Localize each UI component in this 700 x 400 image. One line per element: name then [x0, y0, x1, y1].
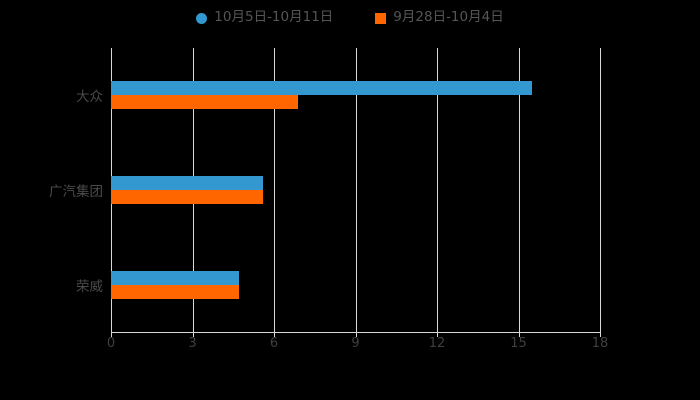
bar-0-0[interactable]: [111, 81, 533, 96]
legend-item-series-2[interactable]: 9月28日-10月4日: [375, 9, 504, 26]
gridline-x-12: [437, 48, 438, 332]
x-tick-label-3: 3: [188, 336, 197, 351]
bar-1-0[interactable]: [111, 176, 264, 190]
x-tick-6: [274, 332, 275, 337]
legend-label-series-1: 10月5日-10月11日: [214, 9, 334, 26]
x-tick-12: [437, 332, 438, 337]
legend-label-series-2: 9月28日-10月4日: [393, 9, 504, 26]
category-label-0: 大众: [76, 89, 103, 106]
legend-marker-circle-icon: [196, 12, 208, 24]
gridline-x-18: [600, 48, 601, 332]
category-label-1: 广汽集团: [49, 184, 103, 200]
category-label-2: 荣威: [76, 278, 103, 295]
bar-2-1[interactable]: [111, 284, 239, 299]
x-tick-3: [192, 332, 194, 337]
plot-area: [111, 48, 601, 332]
legend-item-series-1[interactable]: 10月5日-10月11日: [196, 11, 333, 25]
x-tick-0: [111, 332, 112, 337]
bar-0-1[interactable]: [111, 95, 299, 110]
x-tick-label-6: 6: [269, 336, 279, 351]
x-tick-label-0: 0: [106, 336, 116, 351]
gridline-x-6: [274, 48, 275, 332]
gridline-x-15: [518, 48, 520, 332]
x-tick-label-18: 18: [591, 336, 609, 351]
bar-2-0[interactable]: [111, 270, 239, 285]
legend-marker-square-icon: [375, 12, 387, 24]
x-tick-label-9: 9: [351, 336, 360, 351]
x-tick-label-15: 15: [510, 336, 527, 351]
x-tick-18: [600, 332, 601, 337]
x-tick-label-12: 12: [428, 336, 446, 351]
bar-1-1[interactable]: [111, 190, 264, 204]
x-tick-15: [518, 332, 520, 337]
x-tick-9: [355, 332, 357, 337]
gridline-x-9: [355, 48, 357, 332]
chart-legend: 10月5日-10月11日 9月28日-10月4日: [0, 6, 700, 30]
